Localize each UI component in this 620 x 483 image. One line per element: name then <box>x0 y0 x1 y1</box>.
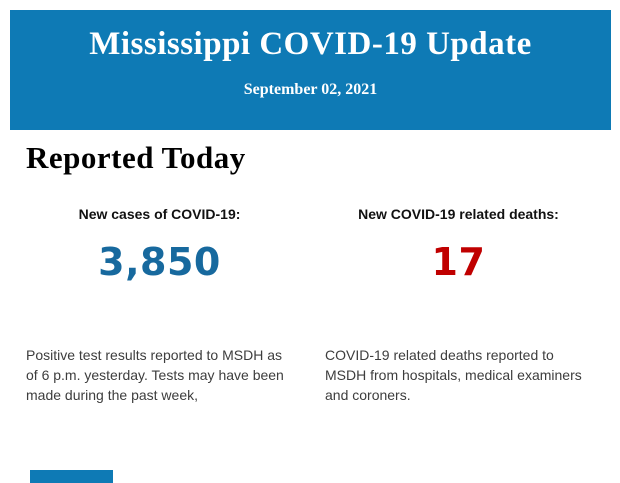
descriptions-row: Positive test results reported to MSDH a… <box>26 345 592 405</box>
report-date: September 02, 2021 <box>243 81 378 98</box>
stats-row: New cases of COVID-19: 3,850 New COVID-1… <box>26 206 592 284</box>
new-deaths-description: COVID-19 related deaths reported to MSDH… <box>325 347 582 403</box>
next-section-peek-bar <box>30 470 113 483</box>
new-cases-description: Positive test results reported to MSDH a… <box>26 347 284 403</box>
stat-new-deaths: New COVID-19 related deaths: 17 <box>309 206 592 284</box>
new-deaths-value: 17 <box>431 240 486 284</box>
new-cases-label: New cases of COVID-19: <box>78 206 241 222</box>
section-heading: Reported Today <box>26 140 246 175</box>
stat-new-cases: New cases of COVID-19: 3,850 <box>26 206 309 284</box>
new-deaths-label: New COVID-19 related deaths: <box>358 206 559 222</box>
header-banner: Mississippi COVID-19 Update September 02… <box>10 10 611 130</box>
page-title: Mississippi COVID-19 Update <box>89 26 532 62</box>
new-cases-value: 3,850 <box>98 240 221 284</box>
